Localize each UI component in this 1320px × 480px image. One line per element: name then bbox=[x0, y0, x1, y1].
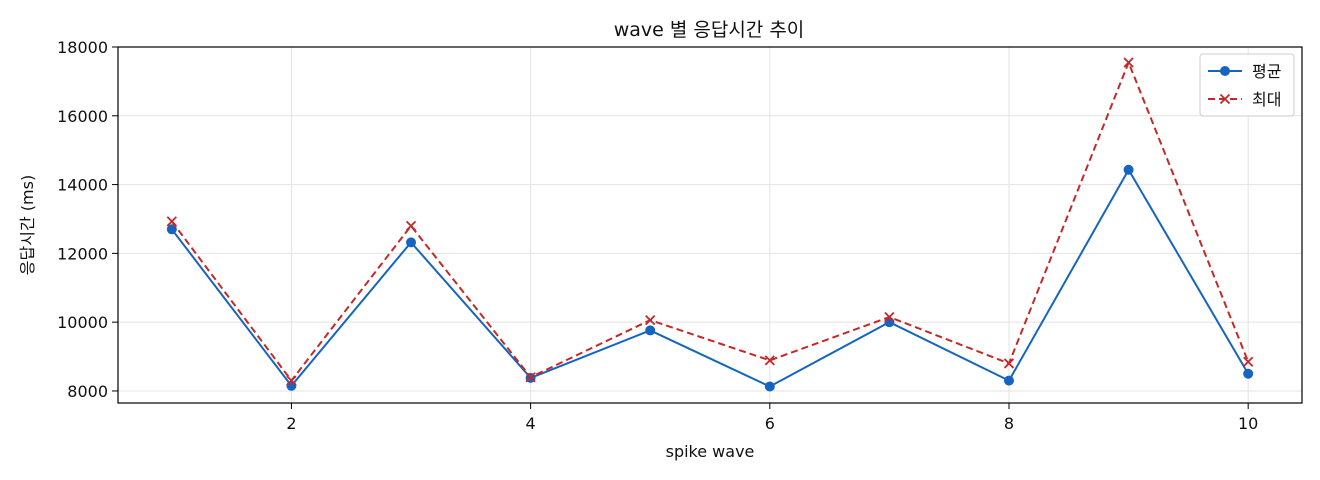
x-marker-stroke bbox=[525, 372, 536, 383]
y-axis-ticks: 8000 10000 12000 14000 16000 18000 bbox=[57, 38, 118, 401]
x-axis-label: spike wave bbox=[666, 442, 755, 461]
data-point-1-7 bbox=[1003, 358, 1015, 369]
x-tick-label: 6 bbox=[765, 414, 775, 433]
x-marker-stroke bbox=[405, 220, 417, 231]
data-point-1-3 bbox=[525, 372, 536, 383]
data-point-0-9 bbox=[1243, 368, 1254, 379]
legend-item-0: 평균 bbox=[1208, 62, 1281, 81]
x-axis-ticks: 2 4 6 8 10 bbox=[286, 403, 1258, 433]
y-tick-label: 12000 bbox=[57, 244, 108, 263]
x-marker-stroke bbox=[1243, 356, 1254, 367]
series-layer bbox=[166, 57, 1254, 392]
y-tick-label: 10000 bbox=[57, 313, 108, 332]
y-axis-label: 응답시간 (ms) bbox=[18, 175, 37, 275]
data-point-0-7 bbox=[1003, 375, 1014, 386]
data-point-1-4 bbox=[645, 314, 656, 326]
legend-marker bbox=[1219, 93, 1231, 105]
legend-item-1: 최대 bbox=[1208, 90, 1281, 109]
legend-marker bbox=[1220, 66, 1230, 76]
chart-title: wave 별 응답시간 추이 bbox=[614, 19, 805, 41]
data-point-1-8 bbox=[1123, 57, 1134, 68]
data-point-1-6 bbox=[884, 311, 895, 323]
data-point-0-8 bbox=[1123, 164, 1134, 175]
data-point-1-0 bbox=[166, 216, 177, 227]
series-line-0 bbox=[171, 168, 1250, 388]
data-point-1-9 bbox=[1243, 356, 1254, 367]
data-point-0-4 bbox=[645, 325, 656, 336]
x-tick-label: 4 bbox=[526, 414, 536, 433]
plot-frame bbox=[117, 46, 1303, 404]
data-point-0-0 bbox=[166, 224, 177, 235]
x-tick-label: 2 bbox=[286, 414, 296, 433]
x-marker-stroke bbox=[1003, 358, 1015, 369]
x-marker-stroke bbox=[764, 355, 775, 366]
x-marker-stroke bbox=[166, 216, 177, 227]
legend-label: 평균 bbox=[1252, 62, 1281, 81]
x-marker-stroke bbox=[286, 375, 297, 386]
data-point-1-5 bbox=[764, 355, 775, 366]
data-point-0-5 bbox=[764, 381, 775, 392]
x-marker-stroke bbox=[645, 314, 656, 326]
x-marker-stroke bbox=[884, 311, 895, 323]
data-point-1-2 bbox=[405, 220, 417, 231]
data-point-1-1 bbox=[286, 375, 297, 386]
data-point-0-1 bbox=[286, 380, 297, 391]
legend-label: 최대 bbox=[1252, 90, 1281, 109]
y-tick-label: 16000 bbox=[57, 107, 108, 126]
grid bbox=[118, 46, 1302, 403]
y-tick-label: 8000 bbox=[67, 382, 108, 401]
series-line-1 bbox=[171, 61, 1250, 382]
data-point-0-2 bbox=[406, 237, 417, 248]
y-tick-label: 14000 bbox=[57, 176, 108, 195]
x-tick-label: 10 bbox=[1238, 414, 1258, 433]
x-tick-label: 8 bbox=[1004, 414, 1014, 433]
x-marker-stroke bbox=[1123, 57, 1134, 68]
y-tick-label: 18000 bbox=[57, 38, 108, 57]
